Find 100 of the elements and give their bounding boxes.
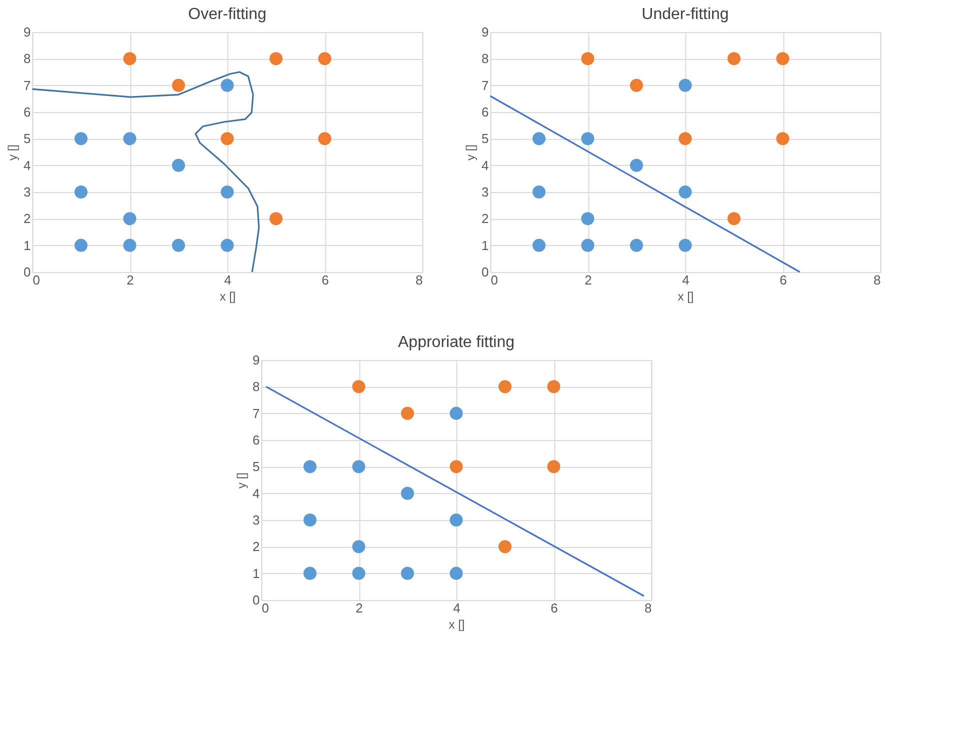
x-tick-label: 4 [224, 272, 232, 288]
y-tick-label: 1 [24, 238, 31, 253]
point [498, 540, 512, 554]
chart-title: Under-fitting [642, 6, 729, 23]
y-tick-label: 6 [252, 432, 260, 448]
y-tick-label: 1 [252, 566, 260, 581]
y-tick-label: 7 [24, 78, 31, 93]
point [123, 238, 136, 252]
y-axis-title: y [] [464, 144, 478, 161]
point [303, 513, 317, 527]
point [630, 238, 644, 252]
x-axis-title: x [] [678, 290, 694, 304]
point [776, 132, 790, 146]
point [318, 52, 332, 66]
y-tick-label: 1 [482, 238, 489, 253]
y-tick-label: 5 [252, 459, 260, 474]
y-tick-label: 3 [24, 184, 31, 200]
point [220, 132, 234, 146]
point [630, 158, 644, 172]
point [727, 52, 741, 66]
x-tick-label: 2 [356, 600, 363, 616]
y-tick-label: 4 [482, 158, 489, 173]
y-tick-label: 9 [24, 24, 31, 40]
x-tick-label: 8 [416, 272, 423, 288]
point [532, 132, 546, 146]
y-tick-label: 7 [252, 406, 260, 421]
y-tick-label: 8 [252, 379, 260, 394]
x-tick-label: 2 [126, 272, 134, 288]
point [352, 380, 366, 394]
point [450, 513, 463, 527]
x-axis-title: x [] [448, 618, 465, 632]
y-tick-label: 4 [24, 158, 31, 173]
y-tick-label: 5 [482, 131, 489, 146]
x-tick-label: 4 [682, 272, 690, 288]
point [220, 78, 234, 92]
y-tick-label: 4 [252, 486, 260, 501]
point [678, 185, 692, 199]
chart-title: Approriate fitting [398, 334, 515, 351]
point [123, 132, 136, 146]
point [303, 460, 317, 474]
point [498, 380, 512, 394]
point [581, 132, 594, 146]
point [74, 185, 88, 199]
point [450, 460, 463, 474]
point [532, 185, 546, 199]
y-tick-label: 2 [252, 539, 260, 554]
point [74, 132, 88, 146]
line-series [31, 71, 260, 273]
x-tick-label: 4 [453, 600, 460, 616]
point [400, 406, 414, 420]
point [400, 486, 414, 500]
x-tick-label: 6 [322, 272, 329, 288]
point [269, 212, 283, 226]
x-tick-label: 6 [550, 600, 558, 616]
y-tick-label: 9 [482, 24, 489, 40]
y-axis-title: y [] [6, 144, 20, 161]
point [581, 238, 594, 252]
y-tick-label: 6 [24, 104, 31, 120]
point [400, 566, 414, 580]
point [352, 540, 366, 554]
point [678, 78, 692, 92]
y-tick-label: 2 [24, 211, 31, 226]
point [123, 52, 136, 66]
point [352, 566, 366, 580]
y-tick-label: 8 [24, 51, 31, 66]
point [172, 158, 186, 172]
y-tick-label: 6 [482, 104, 489, 120]
x-tick-label: 2 [584, 272, 592, 288]
point [318, 132, 332, 146]
point [269, 52, 283, 66]
point [172, 238, 186, 252]
y-tick-label: 8 [482, 51, 489, 66]
y-tick-label: 3 [252, 512, 260, 528]
point [678, 132, 692, 146]
point [532, 238, 546, 252]
y-tick-label: 2 [482, 211, 489, 226]
point [450, 566, 463, 580]
point [581, 52, 594, 66]
point [678, 238, 692, 252]
point [450, 406, 463, 420]
x-tick-label: 8 [874, 272, 881, 288]
point [172, 78, 186, 92]
point [220, 185, 234, 199]
x-tick-label: 6 [780, 272, 787, 288]
point [630, 78, 644, 92]
x-tick-label: 8 [644, 600, 652, 616]
point [123, 212, 136, 226]
point [547, 460, 560, 474]
y-tick-label: 5 [24, 131, 31, 146]
point [547, 380, 560, 394]
point [220, 238, 234, 252]
point [352, 460, 366, 474]
y-tick-label: 7 [482, 78, 489, 93]
point [727, 212, 741, 226]
y-tick-label: 9 [252, 352, 260, 368]
y-axis-title: y [] [234, 472, 249, 489]
point [74, 238, 88, 252]
point [776, 52, 790, 66]
y-tick-label: 3 [482, 184, 489, 200]
chart-title: Over-fitting [188, 6, 266, 23]
